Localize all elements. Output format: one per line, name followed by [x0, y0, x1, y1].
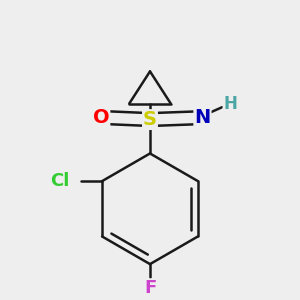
Text: Cl: Cl [50, 172, 70, 190]
Text: F: F [144, 279, 156, 297]
Text: N: N [194, 108, 211, 127]
Text: S: S [143, 110, 157, 129]
Text: H: H [224, 95, 237, 113]
Text: O: O [93, 108, 110, 127]
